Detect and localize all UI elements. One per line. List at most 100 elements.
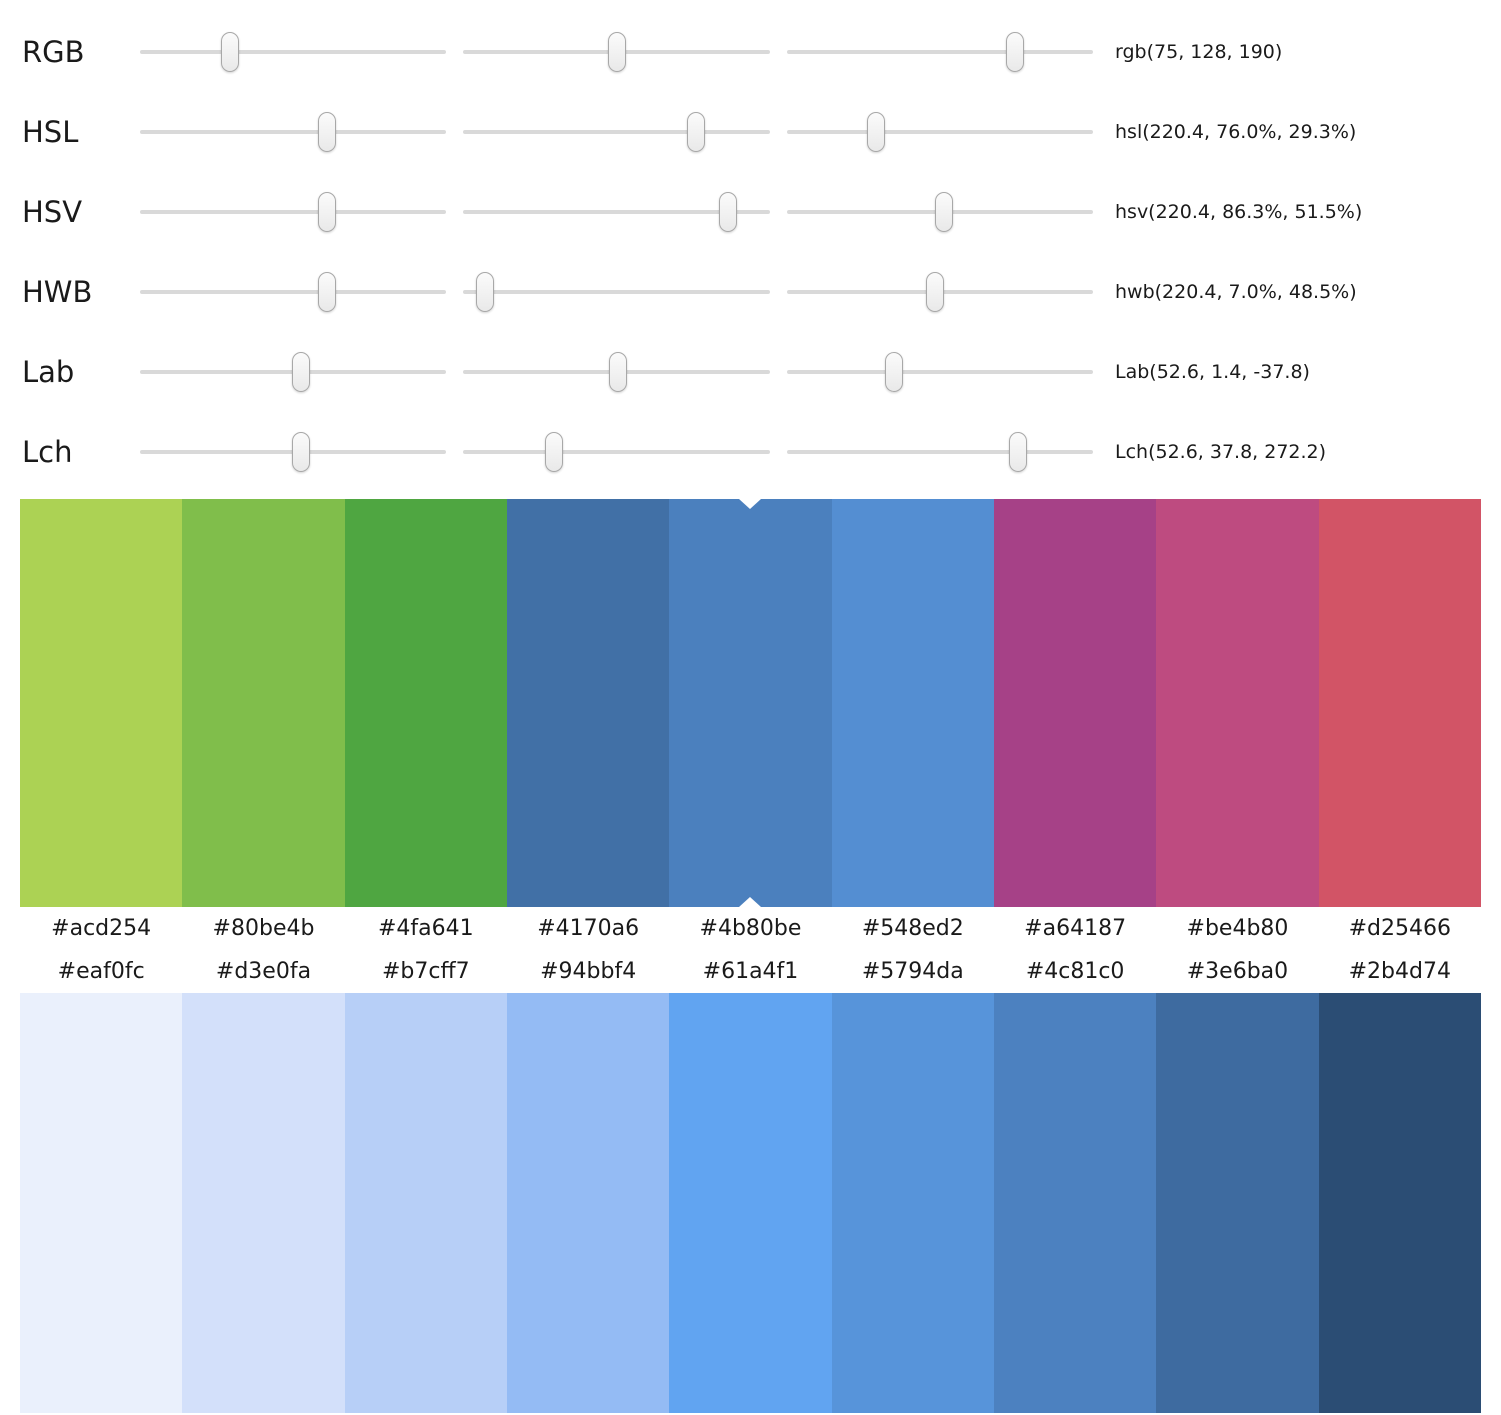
slider-track[interactable] (140, 50, 447, 54)
hsv-slider-2[interactable] (463, 189, 770, 235)
slider-track[interactable] (786, 450, 1093, 454)
color-swatch[interactable] (20, 993, 183, 1413)
hsl-sliders-group (140, 109, 1093, 155)
rgb-slider-1[interactable] (140, 29, 447, 75)
color-swatch[interactable] (1318, 499, 1481, 907)
slider-handle[interactable] (687, 112, 706, 152)
slider-handle[interactable] (609, 352, 628, 392)
lch-sliders-group (140, 429, 1093, 475)
color-swatch[interactable] (344, 993, 507, 1413)
hex-label: #4fa641 (377, 916, 474, 941)
lab-slider-2[interactable] (463, 349, 770, 395)
color-swatch[interactable] (831, 499, 994, 907)
slider-row-hsl: HSL hsl(220.4, 76.0%, 29.3%) (0, 92, 1501, 172)
hex-label: #2b4d74 (1348, 959, 1451, 984)
selected-marker-top-icon (739, 499, 762, 509)
rgb-slider-3[interactable] (786, 29, 1093, 75)
slider-handle[interactable] (292, 432, 311, 472)
hsl-slider-3[interactable] (786, 109, 1093, 155)
hex-label: #4170a6 (537, 916, 640, 941)
slider-track[interactable] (140, 130, 447, 134)
slider-track[interactable] (463, 290, 770, 294)
color-swatch[interactable] (993, 993, 1157, 1413)
hex-label: #acd254 (51, 916, 152, 941)
colorspace-label: Lab (22, 354, 75, 389)
slider-track[interactable] (786, 130, 1093, 134)
slider-handle[interactable] (318, 112, 337, 152)
lab-slider-1[interactable] (140, 349, 447, 395)
slider-track[interactable] (463, 210, 770, 214)
slider-track[interactable] (786, 50, 1093, 54)
color-swatch[interactable] (506, 499, 670, 907)
colorspace-label: HSV (22, 194, 83, 229)
lab-sliders-group (140, 349, 1093, 395)
hwb-slider-2[interactable] (463, 269, 770, 315)
slider-track[interactable] (786, 370, 1093, 374)
color-swatch[interactable] (669, 499, 832, 907)
slider-handle[interactable] (935, 192, 954, 232)
color-swatch[interactable] (1156, 993, 1319, 1413)
hex-label: #a64187 (1024, 916, 1127, 941)
hex-label: #94bbf4 (540, 959, 637, 984)
tint-palette-hex-row: #eaf0fc #d3e0fa #b7cff7 #94bbf4 #61a4f1 #5794… (20, 950, 1481, 993)
hwb-slider-3[interactable] (786, 269, 1093, 315)
slider-handle[interactable] (318, 272, 337, 312)
color-swatch[interactable] (669, 993, 832, 1413)
slider-row-lch: Lch Lch(52.6, 37.8, 272.2) (0, 412, 1501, 492)
hex-label: #3e6ba0 (1186, 959, 1289, 984)
colorspace-label: HSL (22, 114, 79, 149)
hex-label: #61a4f1 (702, 959, 799, 984)
lab-slider-3[interactable] (786, 349, 1093, 395)
hue-palette-hex-row: #acd254 #80be4b #4fa641 #4170a6 #4b80be #548e… (20, 907, 1481, 950)
colorspace-label: HWB (22, 274, 93, 309)
hwb-sliders-group (140, 269, 1093, 315)
slider-row-hwb: HWB hwb(220.4, 7.0%, 48.5%) (0, 252, 1501, 332)
slider-handle[interactable] (885, 352, 904, 392)
slider-row-hsv: HSV hsv(220.4, 86.3%, 51.5%) (0, 172, 1501, 252)
hsl-slider-1[interactable] (140, 109, 447, 155)
color-swatch[interactable] (182, 993, 345, 1413)
hsv-slider-1[interactable] (140, 189, 447, 235)
slider-handle[interactable] (292, 352, 311, 392)
hex-label: #be4b80 (1186, 916, 1289, 941)
slider-handle[interactable] (318, 192, 337, 232)
color-swatch[interactable] (1156, 499, 1319, 907)
rgb-slider-2[interactable] (463, 29, 770, 75)
rgb-sliders-group (140, 29, 1093, 75)
hex-label: #80be4b (212, 916, 315, 941)
colorspace-label: Lch (22, 434, 73, 469)
hex-label: #b7cff7 (381, 959, 470, 984)
color-swatch[interactable] (182, 499, 345, 907)
slider-track[interactable] (463, 130, 770, 134)
hex-label: #548ed2 (861, 916, 964, 941)
slider-track[interactable] (140, 290, 447, 294)
color-swatch[interactable] (1318, 993, 1481, 1413)
hwb-slider-1[interactable] (140, 269, 447, 315)
colorspace-value: hsv(220.4, 86.3%, 51.5%) (1115, 201, 1363, 223)
color-swatch[interactable] (506, 993, 670, 1413)
slider-track[interactable] (463, 450, 770, 454)
colorspace-value: Lch(52.6, 37.8, 272.2) (1115, 441, 1327, 463)
hsl-slider-2[interactable] (463, 109, 770, 155)
lch-slider-3[interactable] (786, 429, 1093, 475)
hex-label: #4b80be (699, 916, 802, 941)
color-swatch[interactable] (344, 499, 507, 907)
lch-slider-2[interactable] (463, 429, 770, 475)
slider-handle[interactable] (1009, 432, 1028, 472)
slider-handle[interactable] (926, 272, 945, 312)
hsv-slider-3[interactable] (786, 189, 1093, 235)
color-swatch[interactable] (993, 499, 1157, 907)
slider-handle[interactable] (544, 432, 563, 472)
slider-handle[interactable] (475, 272, 494, 312)
slider-handle[interactable] (608, 32, 627, 72)
slider-handle[interactable] (718, 192, 737, 232)
slider-track[interactable] (140, 210, 447, 214)
slider-handle[interactable] (1005, 32, 1024, 72)
lch-slider-1[interactable] (140, 429, 447, 475)
color-swatch[interactable] (20, 499, 183, 907)
slider-handle[interactable] (221, 32, 240, 72)
slider-handle[interactable] (867, 112, 886, 152)
hex-label: #d3e0fa (215, 959, 312, 984)
color-swatch[interactable] (831, 993, 994, 1413)
